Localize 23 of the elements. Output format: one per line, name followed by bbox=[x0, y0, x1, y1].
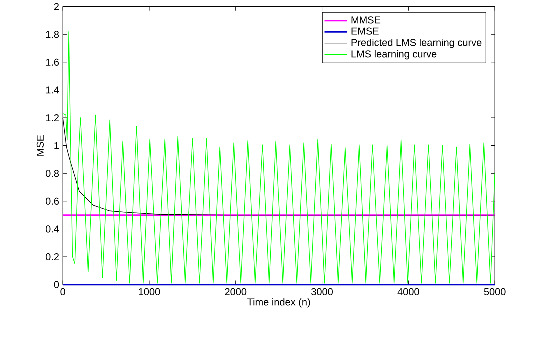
x-tick-label: 2000 bbox=[225, 288, 247, 296]
y-tick-label: 0.6 bbox=[46, 198, 60, 205]
x-tick-label: 5000 bbox=[484, 288, 506, 296]
legend-label: LMS learning curve bbox=[352, 50, 437, 60]
x-tick-label: 3000 bbox=[312, 288, 333, 296]
legend-label: Predicted LMS learning curve bbox=[352, 38, 482, 48]
x-tick-label: 1000 bbox=[139, 288, 160, 296]
y-axis-title: MSE bbox=[36, 135, 44, 156]
x-axis-title: Time index (n) bbox=[248, 298, 310, 308]
y-tick-label: 2 bbox=[54, 3, 59, 10]
y-tick-label: 0 bbox=[54, 281, 60, 288]
y-tick-label: 0.8 bbox=[46, 170, 60, 178]
legend-label: EMSE bbox=[352, 28, 379, 35]
y-tick-label: 1.4 bbox=[46, 86, 60, 94]
legend-label: MMSE bbox=[352, 16, 381, 24]
x-tick-label: 0 bbox=[60, 288, 66, 296]
y-tick-label: 1 bbox=[54, 142, 59, 150]
y-tick-label: 1.8 bbox=[46, 31, 60, 38]
x-tick-label: 4000 bbox=[398, 288, 420, 296]
y-tick-label: 1.2 bbox=[46, 114, 59, 122]
y-tick-label: 0.4 bbox=[46, 226, 60, 233]
y-tick-label: 0.2 bbox=[46, 253, 59, 261]
y-tick-label: 1.6 bbox=[46, 58, 60, 66]
